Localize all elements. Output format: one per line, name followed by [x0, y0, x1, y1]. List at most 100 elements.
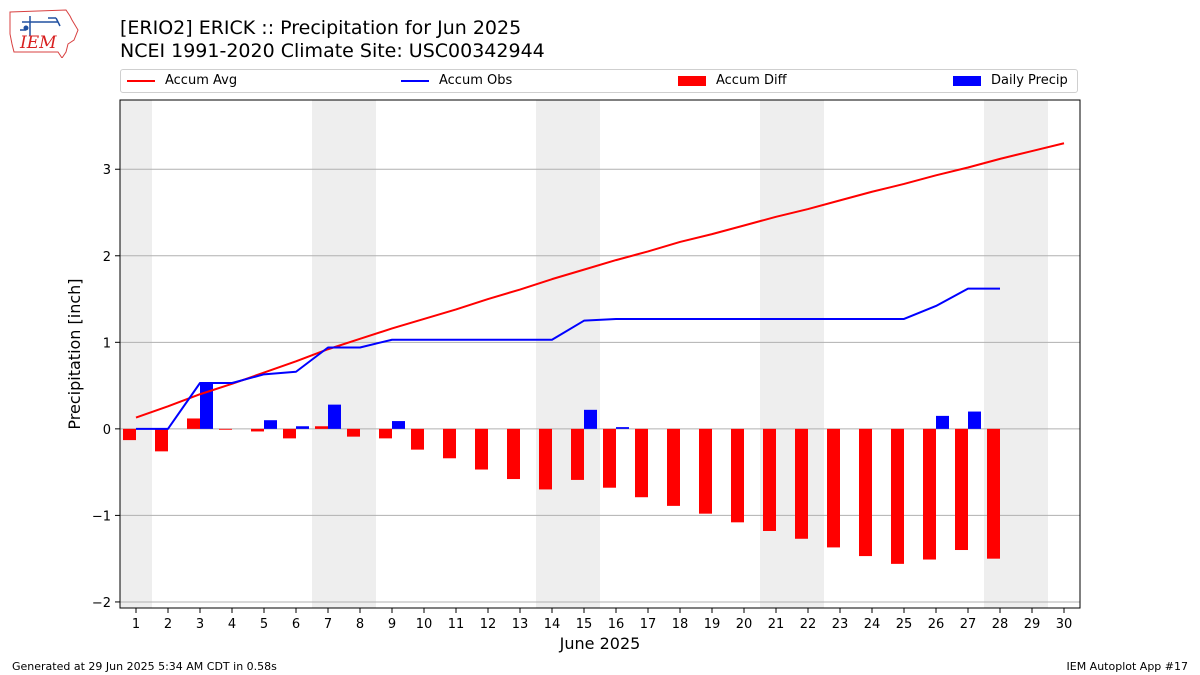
y-tick-label: −2: [92, 596, 111, 611]
daily-precip-bar: [264, 420, 277, 429]
accum-diff-bar: [187, 418, 200, 429]
accum-diff-bar: [571, 428, 584, 480]
rain-gauge-icon: [23, 25, 29, 31]
y-tick-label: −1: [92, 509, 111, 524]
weekend-band: [536, 100, 600, 608]
y-axis-label: Precipitation [inch]: [65, 278, 84, 429]
x-tick-label: 25: [896, 617, 913, 632]
legend-label: Accum Obs: [439, 73, 513, 88]
x-tick-label: 13: [512, 617, 529, 632]
x-tick-label: 2: [164, 617, 172, 632]
legend-item-accum-avg: Accum Avg: [127, 73, 237, 88]
weekend-band: [760, 100, 824, 608]
x-tick-label: 5: [260, 617, 268, 632]
legend-label: Accum Avg: [165, 73, 238, 88]
x-tick-label: 15: [576, 617, 593, 632]
x-tick-label: 23: [832, 617, 849, 632]
x-tick-label: 16: [608, 617, 625, 632]
x-tick-label: 27: [960, 617, 977, 632]
chart-subtitle: NCEI 1991-2020 Climate Site: USC00342944: [120, 40, 545, 62]
accum-diff-bar: [123, 428, 136, 441]
x-tick-label: 8: [356, 617, 364, 632]
accum-diff-bar: [315, 426, 328, 429]
accum-diff-bar: [635, 428, 648, 498]
legend-item-accum-diff: Accum Diff: [678, 73, 787, 88]
x-tick-label: 10: [416, 617, 433, 632]
x-axis-label: June 2025: [559, 634, 641, 653]
x-tick-label: 4: [228, 617, 236, 632]
x-tick-label: 24: [864, 617, 881, 632]
accum-diff-bar: [507, 428, 520, 480]
x-tick-label: 9: [388, 617, 396, 632]
accum-diff-bar: [699, 428, 712, 514]
x-tick-label: 17: [640, 617, 657, 632]
legend-swatch: [401, 79, 429, 82]
daily-precip-bar: [392, 421, 405, 429]
legend-label: Daily Precip: [991, 73, 1068, 88]
accum-diff-bar: [155, 428, 168, 452]
accum-diff-bar: [987, 428, 1000, 559]
x-tick-label: 14: [544, 617, 561, 632]
x-tick-label: 20: [736, 617, 753, 632]
accum-diff-bar: [219, 428, 232, 430]
x-tick-label: 7: [324, 617, 332, 632]
accum-diff-bar: [347, 428, 360, 437]
x-tick-label: 1: [132, 617, 140, 632]
accum-diff-bar: [923, 428, 936, 560]
accum-diff-bar: [859, 428, 872, 557]
x-tick-label: 30: [1056, 617, 1073, 632]
accum-diff-bar: [475, 428, 488, 470]
accum-diff-bar: [827, 428, 840, 548]
generated-timestamp: Generated at 29 Jun 2025 5:34 AM CDT in …: [12, 660, 277, 673]
x-tick-label: 22: [800, 617, 817, 632]
plot-frame: [119, 99, 1081, 609]
y-tick-label: 1: [103, 336, 111, 351]
x-tick-label: 21: [768, 617, 785, 632]
accum-diff-bar: [955, 428, 968, 551]
x-tick-label: 28: [992, 617, 1009, 632]
weekend-band: [120, 100, 152, 608]
daily-precip-bar: [968, 411, 981, 429]
legend-label: Accum Diff: [716, 73, 787, 88]
accum-diff-bar: [539, 428, 552, 490]
legend-item-daily-precip: Daily Precip: [953, 73, 1068, 88]
weather-station-icon: [20, 16, 61, 36]
x-tick-label: 12: [480, 617, 497, 632]
x-tick-label: 29: [1024, 617, 1041, 632]
accum-diff-bar: [795, 428, 808, 539]
x-tick-label: 3: [196, 617, 204, 632]
x-tick-label: 26: [928, 617, 945, 632]
accum-diff-bar: [667, 428, 680, 506]
weekend-band: [312, 100, 376, 608]
accum-diff-bar: [731, 428, 744, 523]
legend: Accum Avg Accum Obs Accum Diff Daily Pre…: [120, 69, 1078, 93]
daily-precip-bar: [200, 382, 213, 429]
accum-diff-bar: [251, 428, 264, 432]
accum-diff-bar: [411, 428, 424, 450]
legend-swatch: [953, 75, 981, 86]
legend-item-accum-obs: Accum Obs: [401, 73, 512, 88]
daily-precip-bar: [584, 409, 597, 429]
iem-logo-text: IEM: [19, 33, 57, 53]
accum-diff-bar: [603, 428, 616, 488]
daily-precip-bar: [328, 404, 341, 429]
x-tick-label: 18: [672, 617, 689, 632]
accum-diff-bar: [379, 428, 392, 439]
accum-diff-bar: [891, 428, 904, 564]
accum-diff-bar: [443, 428, 456, 459]
iem-logo: IEM: [9, 9, 79, 58]
accum-diff-bar: [763, 428, 776, 531]
y-tick-label: 2: [103, 250, 111, 265]
legend-swatch: [127, 79, 155, 82]
accum-diff-bar: [283, 428, 296, 439]
daily-precip-bar: [616, 427, 629, 429]
app-credit: IEM Autoplot App #17: [1066, 660, 1189, 673]
x-tick-label: 19: [704, 617, 721, 632]
y-tick-label: 0: [103, 423, 111, 438]
y-tick-label: 3: [103, 163, 111, 178]
daily-precip-bar: [936, 415, 949, 429]
legend-swatch: [678, 75, 706, 86]
daily-precip-bar: [296, 426, 309, 429]
x-tick-label: 6: [292, 617, 300, 632]
